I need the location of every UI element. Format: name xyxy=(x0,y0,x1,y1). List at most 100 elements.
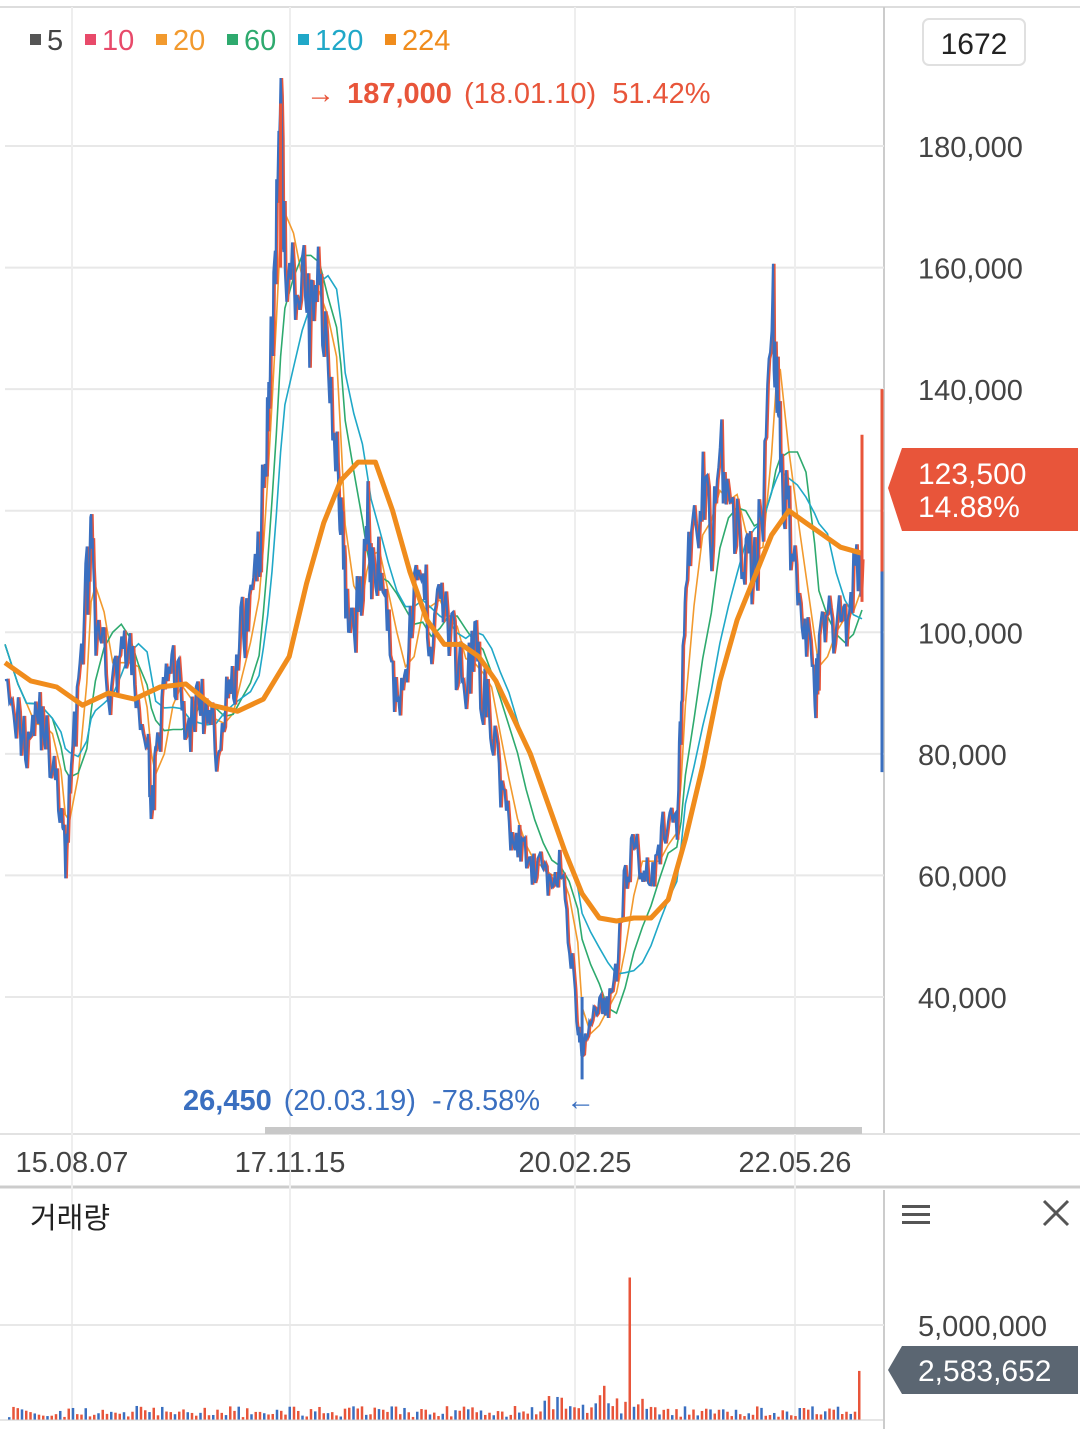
volume-bar xyxy=(849,1413,852,1420)
x-tick-label: 20.02.25 xyxy=(519,1147,632,1179)
x-tick-label: 15.08.07 xyxy=(16,1147,129,1179)
volume-bar xyxy=(12,1406,15,1420)
legend-label: 120 xyxy=(315,25,363,57)
volume-bar xyxy=(241,1417,245,1420)
y-tick-label: 180,000 xyxy=(918,132,1023,164)
high-date: (18.01.10) xyxy=(464,78,596,110)
volume-bar xyxy=(301,1415,304,1420)
volume-bar xyxy=(462,1406,466,1420)
volume-current: 2,583,652 xyxy=(918,1355,1051,1388)
volume-bar xyxy=(416,1411,419,1420)
volume-bar xyxy=(348,1407,351,1420)
volume-bar xyxy=(118,1413,121,1420)
volume-title: 거래량 xyxy=(30,1203,110,1235)
volume-bar xyxy=(560,1397,563,1420)
volume-bar xyxy=(662,1409,665,1420)
volume-bar xyxy=(836,1406,840,1420)
volume-bar xyxy=(467,1409,470,1420)
volume-bar xyxy=(173,1414,177,1420)
volume-bar xyxy=(93,1414,96,1420)
volume-bar xyxy=(114,1412,117,1420)
volume-bar xyxy=(335,1415,338,1420)
volume-bar xyxy=(139,1406,143,1420)
volume-bar xyxy=(632,1406,636,1420)
hamburger-icon[interactable] xyxy=(902,1205,930,1224)
volume-bar xyxy=(399,1414,402,1420)
x-tick-label: 22.05.26 xyxy=(739,1147,852,1179)
volume-bar xyxy=(556,1396,559,1420)
volume-bar xyxy=(586,1412,589,1420)
volume-bar xyxy=(569,1406,572,1420)
volume-bar xyxy=(760,1407,763,1420)
volume-bar xyxy=(424,1409,427,1420)
volume-bar xyxy=(828,1408,831,1420)
volume-bar xyxy=(739,1414,742,1420)
volume-bar xyxy=(360,1406,364,1420)
volume-bar xyxy=(420,1409,423,1420)
volume-bar xyxy=(488,1412,491,1420)
volume-bar xyxy=(620,1413,623,1420)
volume-bar xyxy=(250,1414,253,1420)
volume-bar xyxy=(297,1410,300,1420)
x-tick-gridlines xyxy=(71,7,796,1420)
y-tick-label: 80,000 xyxy=(918,740,1007,772)
high-arrow: → xyxy=(306,78,335,110)
volume-bar xyxy=(258,1411,262,1420)
volume-bar xyxy=(46,1416,49,1420)
low-date: (20.03.19) xyxy=(284,1085,416,1117)
volume-bar xyxy=(794,1416,797,1420)
volume-bar xyxy=(207,1415,211,1420)
volume-bar xyxy=(37,1414,41,1420)
volume-bar xyxy=(54,1414,58,1420)
volume-bar xyxy=(641,1398,644,1420)
volume-bar xyxy=(254,1411,257,1420)
volume-bar xyxy=(165,1411,168,1420)
legend-label: 5 xyxy=(47,25,63,57)
volume-bar xyxy=(433,1412,436,1420)
volume-bar xyxy=(717,1409,721,1420)
legend-label: 224 xyxy=(402,25,450,57)
volume-bar xyxy=(16,1408,19,1420)
range-scrollbar[interactable] xyxy=(265,1127,862,1134)
volume-bar xyxy=(50,1415,53,1420)
volume-bar xyxy=(80,1414,83,1420)
volume-bar xyxy=(343,1408,347,1420)
low-arrow: ← xyxy=(566,1085,595,1117)
volume-bar xyxy=(535,1414,538,1420)
volume-bar xyxy=(288,1406,291,1420)
legend-swatch xyxy=(298,34,309,45)
volume-bar xyxy=(607,1403,610,1420)
volume-bar xyxy=(696,1415,699,1420)
volume-bar xyxy=(105,1413,109,1420)
volume-bar xyxy=(20,1409,24,1420)
volume-bar xyxy=(441,1413,444,1420)
volume-bar xyxy=(675,1409,678,1420)
volume-bar xyxy=(509,1414,512,1420)
low-annotation: 26,450 (20.03.19) -78.58% ← xyxy=(183,1085,595,1117)
volume-bar xyxy=(858,1370,861,1420)
volume-bar xyxy=(88,1416,92,1420)
volume-bar xyxy=(530,1407,534,1420)
volume-bar xyxy=(522,1411,525,1420)
volume-bar xyxy=(84,1408,87,1420)
volume-bar xyxy=(195,1415,198,1420)
volume-bar xyxy=(581,1404,585,1420)
price-up-line xyxy=(6,77,865,1057)
volume-bar xyxy=(216,1409,219,1420)
volume-bar xyxy=(615,1398,619,1420)
volume-bar xyxy=(577,1408,580,1420)
period-box[interactable] xyxy=(922,18,1026,66)
volume-bar xyxy=(479,1410,483,1420)
volume-bar xyxy=(705,1408,708,1420)
volume-bar xyxy=(590,1407,593,1420)
volume-bar xyxy=(819,1414,823,1420)
volume-bar xyxy=(377,1409,381,1420)
volume-bar xyxy=(777,1416,780,1420)
high-price: 187,000 xyxy=(347,78,452,110)
volume-bar xyxy=(33,1413,36,1420)
volume-bar xyxy=(25,1410,28,1420)
volume-bar xyxy=(356,1408,359,1420)
volume-bar xyxy=(29,1412,32,1420)
volume-bar xyxy=(386,1411,389,1420)
close-icon[interactable] xyxy=(1042,1199,1070,1227)
